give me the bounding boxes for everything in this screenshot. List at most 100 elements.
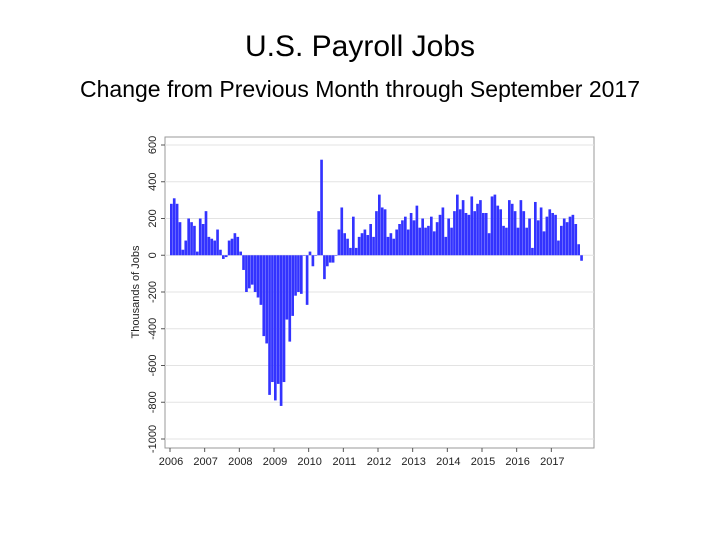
bar: [456, 194, 459, 256]
bar: [334, 255, 338, 256]
bar: [438, 214, 442, 256]
bar: [288, 255, 292, 342]
y-tick-label: -1000: [147, 425, 159, 453]
bar: [268, 255, 271, 395]
x-tick-label: 2009: [263, 456, 287, 468]
bar: [548, 209, 552, 256]
bar: [522, 211, 526, 256]
bar: [421, 218, 424, 256]
bar: [294, 255, 297, 296]
bar: [274, 255, 277, 401]
bar: [184, 240, 188, 256]
x-tick-label: 2007: [193, 456, 217, 468]
bar: [369, 224, 372, 256]
bar: [317, 211, 320, 256]
bar: [386, 236, 390, 256]
bar: [193, 225, 196, 256]
bar: [198, 218, 202, 256]
bar: [467, 214, 471, 256]
bar: [444, 236, 448, 256]
y-tick-label: -600: [147, 354, 159, 376]
bar: [470, 196, 474, 256]
bar: [201, 224, 205, 256]
bar: [279, 255, 283, 406]
x-tick-label: 2016: [505, 456, 529, 468]
bar: [320, 159, 323, 256]
x-tick-label: 2013: [401, 456, 425, 468]
bar: [571, 214, 575, 256]
bar: [432, 231, 436, 256]
bar: [383, 209, 387, 256]
bar: [372, 236, 375, 256]
bar: [528, 218, 531, 256]
bar: [337, 229, 341, 256]
bar: [458, 209, 462, 256]
bar: [213, 240, 216, 256]
bar: [346, 238, 349, 256]
bar: [216, 229, 219, 256]
bar: [479, 200, 482, 256]
bar: [505, 227, 508, 256]
bar: [539, 207, 543, 256]
bar: [574, 224, 578, 256]
bar: [551, 212, 554, 256]
bar: [285, 255, 289, 320]
bar: [418, 227, 422, 256]
bar: [250, 255, 254, 285]
bar: [565, 222, 569, 256]
bar: [398, 224, 401, 256]
bar: [484, 212, 488, 256]
bar: [354, 247, 358, 256]
bar: [493, 194, 497, 256]
y-tick-label: 200: [147, 209, 159, 227]
bar: [175, 203, 179, 256]
bar: [453, 211, 456, 256]
bar: [239, 251, 242, 256]
axes: -1000 -800 -600 -400 -200 0 200 400 600 2006 2007 2…: [147, 136, 565, 468]
bar: [300, 255, 303, 294]
bar: [392, 238, 396, 256]
bar: [219, 249, 222, 256]
bar: [476, 203, 479, 256]
bar: [305, 255, 309, 305]
bar: [545, 216, 549, 256]
bar: [412, 220, 416, 256]
bar: [262, 255, 266, 337]
grid-lines: [165, 144, 594, 440]
bar: [297, 255, 300, 292]
bar: [516, 227, 520, 256]
bar: [415, 205, 419, 256]
bar: [259, 255, 263, 305]
y-tick-label: -800: [147, 391, 159, 413]
bar: [487, 233, 491, 256]
bar: [308, 251, 312, 256]
bar: [461, 200, 465, 256]
bar: [253, 255, 257, 292]
bar: [331, 255, 335, 263]
bar: [490, 196, 494, 256]
bar: [513, 211, 517, 256]
bar: [502, 225, 505, 256]
bar: [435, 222, 439, 256]
bar: [380, 207, 384, 256]
bar: [352, 216, 355, 256]
bar: [233, 233, 237, 256]
bar: [236, 236, 240, 256]
bar: [291, 255, 294, 316]
x-tick-label: 2010: [297, 456, 321, 468]
bar: [276, 255, 280, 384]
bar: [464, 212, 468, 256]
bar: [363, 229, 367, 256]
bar: [395, 229, 398, 256]
bar: [245, 255, 248, 292]
y-tick-label: 400: [147, 173, 159, 191]
bar: [534, 201, 537, 256]
slide-subtitle: Change from Previous Month through Septe…: [80, 76, 640, 102]
bar: [450, 227, 453, 256]
bar: [178, 222, 182, 256]
bar: [560, 225, 563, 256]
x-tick-label: 2015: [471, 456, 495, 468]
bar: [222, 255, 225, 259]
bar: [430, 216, 433, 256]
bar: [401, 220, 404, 256]
